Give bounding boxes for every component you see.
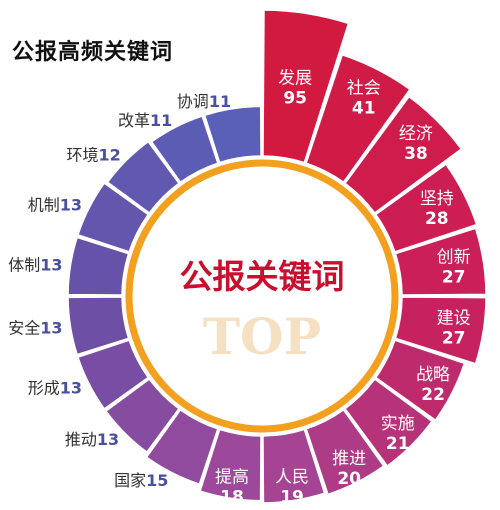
label-13: 形成13 [28, 379, 82, 398]
center-disc [137, 171, 387, 421]
label-value: 28 [425, 209, 449, 229]
label-value: 11 [209, 92, 231, 111]
label-name: 推动 [65, 430, 97, 449]
label-value: 22 [421, 385, 445, 405]
label-name: 改革 [118, 111, 150, 130]
label-17: 环境12 [66, 146, 120, 165]
label-name: 实施 [381, 414, 415, 434]
label-name: 国家 [114, 471, 146, 490]
label-value: 13 [40, 255, 62, 274]
label-value: 27 [442, 328, 466, 348]
label-name: 社会 [347, 78, 381, 98]
label-name: 战略 [416, 365, 450, 385]
label-name: 机制 [28, 195, 60, 214]
label-15: 体制13 [8, 255, 62, 274]
label-value: 11 [150, 111, 172, 130]
bar-segment-0 [262, 9, 350, 164]
label-name: 协调 [177, 92, 209, 111]
label-value: 95 [283, 89, 307, 109]
label-value: 38 [404, 144, 428, 164]
label-value: 13 [60, 195, 82, 214]
center-watermark: TOP [203, 307, 321, 366]
label-11: 国家15 [114, 471, 168, 490]
chart-labels: 发展95社会41经济38坚持28创新27建设27战略22实施21推进20人民19… [8, 69, 470, 508]
chart-segments [67, 9, 487, 504]
label-name: 提高 [215, 468, 249, 488]
label-name: 人民 [275, 468, 309, 488]
label-value: 27 [442, 268, 466, 288]
label-value: 41 [352, 98, 376, 118]
label-name: 创新 [437, 248, 471, 268]
label-value: 13 [40, 319, 62, 338]
label-value: 15 [146, 471, 168, 490]
page-title: 公报高频关键词 [12, 40, 174, 65]
label-name: 坚持 [420, 189, 454, 209]
label-value: 18 [220, 488, 244, 508]
label-value: 12 [98, 146, 120, 165]
label-name: 建设 [437, 308, 471, 328]
center-ring [125, 159, 399, 433]
label-16: 机制13 [28, 195, 82, 214]
center-title: 公报关键词 [180, 257, 345, 296]
label-name: 形成 [28, 379, 60, 398]
label-name: 体制 [8, 255, 40, 274]
label-name: 经济 [399, 124, 433, 144]
label-value: 13 [97, 430, 119, 449]
label-value: 19 [280, 488, 304, 508]
label-value: 21 [386, 434, 410, 454]
label-19: 协调11 [177, 92, 231, 111]
label-name: 安全 [8, 319, 40, 338]
label-18: 改革11 [118, 111, 172, 130]
label-name: 发展 [278, 69, 312, 89]
label-name: 推进 [332, 449, 366, 469]
label-value: 13 [60, 379, 82, 398]
label-name: 环境 [66, 146, 98, 165]
label-12: 推动13 [65, 430, 119, 449]
label-14: 安全13 [8, 319, 62, 338]
label-value: 20 [337, 469, 361, 489]
